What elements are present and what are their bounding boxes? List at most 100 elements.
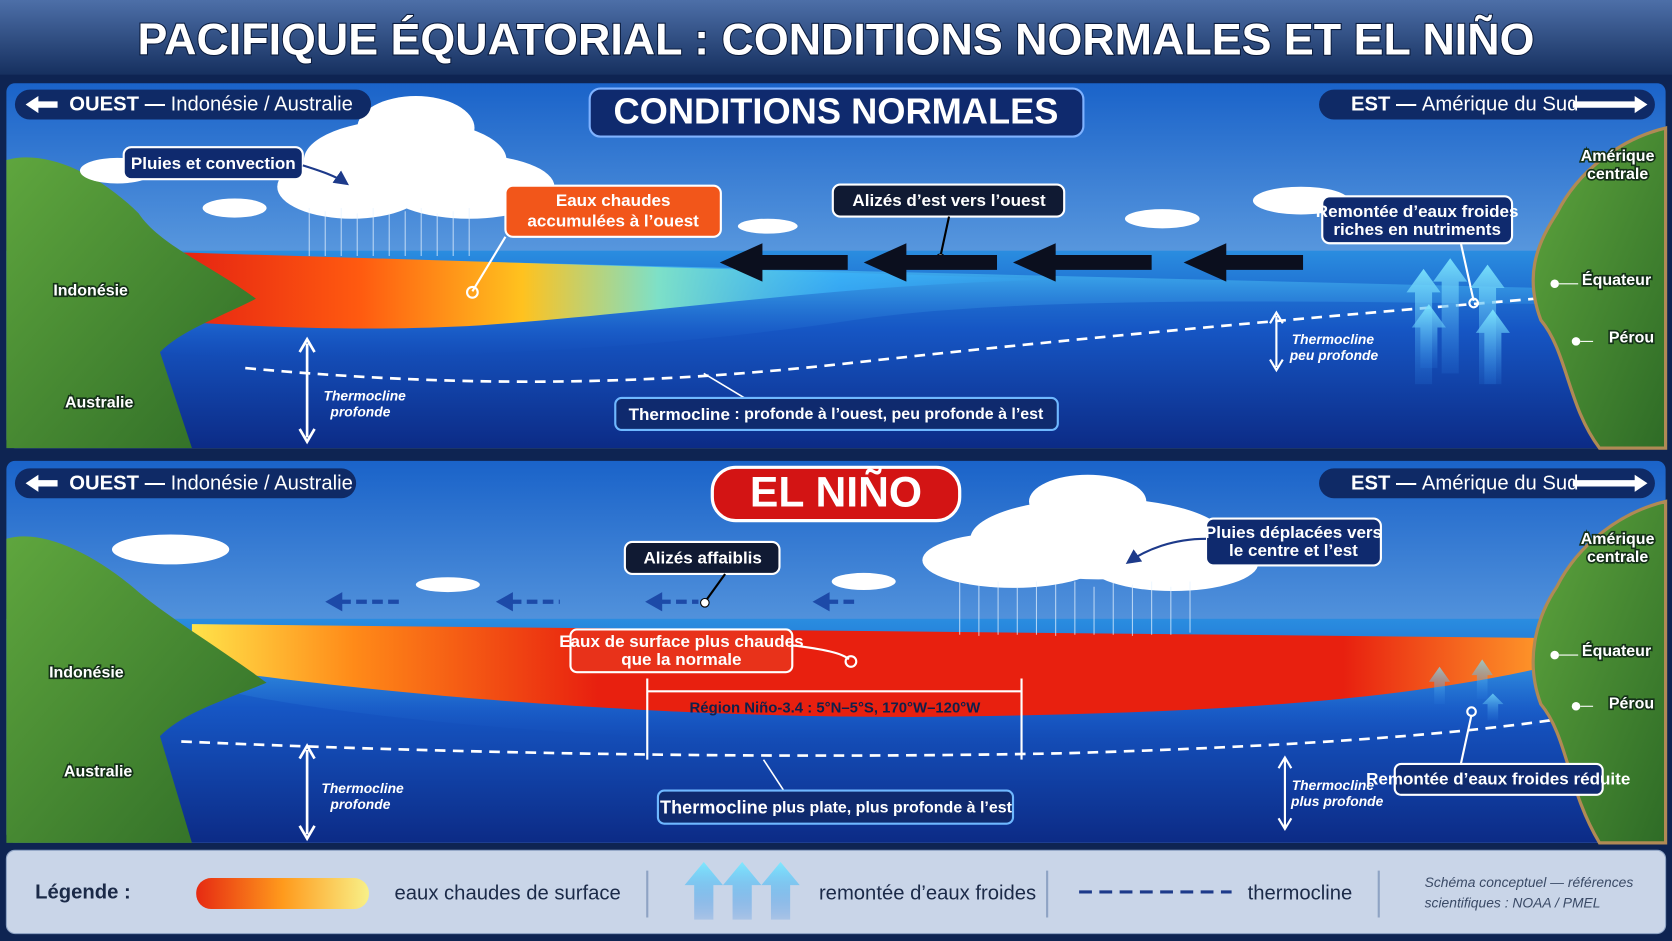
callout: Alizés d’est vers l’ouest <box>852 191 1046 210</box>
shape <box>1550 650 1559 660</box>
shape <box>1277 755 1293 832</box>
land-west <box>6 536 267 843</box>
shape <box>684 862 800 920</box>
place-label: Indonésie <box>53 282 128 299</box>
shape <box>504 184 722 238</box>
shape <box>1572 96 1648 114</box>
annotation: profonde <box>329 796 390 812</box>
shape <box>703 372 747 400</box>
place-label: Pérou <box>1609 695 1654 712</box>
wind-arrow <box>495 592 513 612</box>
shape <box>25 96 58 114</box>
wind-arrow <box>812 592 830 612</box>
place-label: Pérou <box>1609 329 1654 346</box>
dash: — <box>1396 94 1417 116</box>
callout: Pluies déplacées vers <box>1205 523 1382 542</box>
west-region: Indonésie / Australie <box>171 473 353 495</box>
shape <box>465 285 479 299</box>
shape <box>1406 258 1510 385</box>
callout: Thermocline : profonde à l’ouest, peu pr… <box>629 405 1044 424</box>
east-label: EST — Amérique du Sud <box>1351 94 1578 116</box>
shape <box>302 164 350 186</box>
shape <box>1204 517 1382 567</box>
legend-label: remontée d’eaux froides <box>819 882 1036 904</box>
shape <box>939 216 951 257</box>
wind-arrow <box>645 592 663 612</box>
upwelling-arrow <box>1482 693 1504 721</box>
shape <box>1393 762 1604 796</box>
wind-arrow <box>325 592 343 612</box>
wind-arrow <box>1013 243 1152 282</box>
east-pill <box>1319 468 1655 499</box>
west-pill <box>14 468 357 499</box>
legend-swatch <box>196 878 369 909</box>
callout: que la normale <box>621 650 741 669</box>
place-label: Amérique <box>1581 531 1655 548</box>
upwelling-arrow <box>1475 309 1510 385</box>
shape <box>159 251 1067 329</box>
annotation: Thermocline <box>1292 777 1375 793</box>
wind-arrow <box>863 243 998 282</box>
source-note: Schéma conceptuel — références <box>1425 874 1634 890</box>
shape <box>1572 474 1648 492</box>
shape <box>844 655 858 668</box>
shape <box>357 96 475 161</box>
shape <box>1571 702 1581 711</box>
place-label: Australie <box>65 395 133 412</box>
shape <box>831 572 896 590</box>
callout: accumulées à l’ouest <box>527 211 699 230</box>
shape <box>1468 297 1479 309</box>
shape <box>959 581 1191 636</box>
annotation: Thermocline <box>1292 331 1375 347</box>
callout: Remontée d’eaux froides <box>1316 202 1519 221</box>
shape <box>1124 209 1200 229</box>
shape <box>646 870 1380 918</box>
west-label: OUEST — Indonésie / Australie <box>69 94 353 116</box>
term: Thermocline <box>660 797 768 817</box>
shape <box>25 474 58 492</box>
legend: Légende : eaux chaudes de surface remont… <box>5 849 1667 935</box>
shape <box>1428 659 1504 721</box>
place-label: Indonésie <box>49 664 124 681</box>
shape <box>471 236 507 292</box>
term: Thermocline <box>629 405 730 424</box>
dash: — <box>145 94 166 116</box>
source-note: scientifiques : NOAA / PMEL <box>1425 894 1601 910</box>
annotation: Thermocline <box>321 780 404 796</box>
annotation: plus profonde <box>1290 793 1384 809</box>
legend-title: Légende : <box>35 881 131 903</box>
callout: Pluies et convection <box>131 154 296 173</box>
shape <box>191 624 1547 717</box>
east-pill <box>1319 89 1655 120</box>
shape <box>737 218 798 234</box>
place-label: centrale <box>1587 549 1648 566</box>
callout: riches en nutriments <box>1333 220 1501 239</box>
panel-el-nino: OUEST — Indonésie / Australie EST — Amér… <box>6 460 1668 845</box>
title-bar <box>0 0 1672 75</box>
shape <box>1269 310 1284 373</box>
shape <box>298 336 316 445</box>
wind-arrow <box>719 243 848 282</box>
panel-normal: OUEST — Indonésie / Australie EST — Amér… <box>6 83 1668 450</box>
shape <box>111 534 230 565</box>
east-label: EST <box>1351 94 1391 116</box>
shape <box>700 597 710 608</box>
shape <box>325 592 859 612</box>
panel-title: EL NIÑO <box>750 468 922 516</box>
upwelling-arrow <box>1471 659 1493 699</box>
shape <box>308 208 470 257</box>
upwelling-arrow <box>1433 258 1468 374</box>
callout: Remontée d’eaux froides réduite <box>1366 769 1630 788</box>
place-label: centrale <box>1587 166 1648 183</box>
shape <box>277 154 427 219</box>
shape <box>569 628 794 674</box>
annotation: peu profonde <box>1289 347 1379 363</box>
place-label: Amérique <box>1581 148 1655 165</box>
text: : profonde à l’ouest, peu profonde à l’e… <box>734 406 1044 423</box>
shape <box>705 573 726 602</box>
shape <box>1550 279 1559 289</box>
callout: Alizés affaiblis <box>644 549 762 568</box>
place-label: Équateur <box>1582 270 1651 289</box>
west-region: Indonésie / Australie <box>171 94 353 116</box>
